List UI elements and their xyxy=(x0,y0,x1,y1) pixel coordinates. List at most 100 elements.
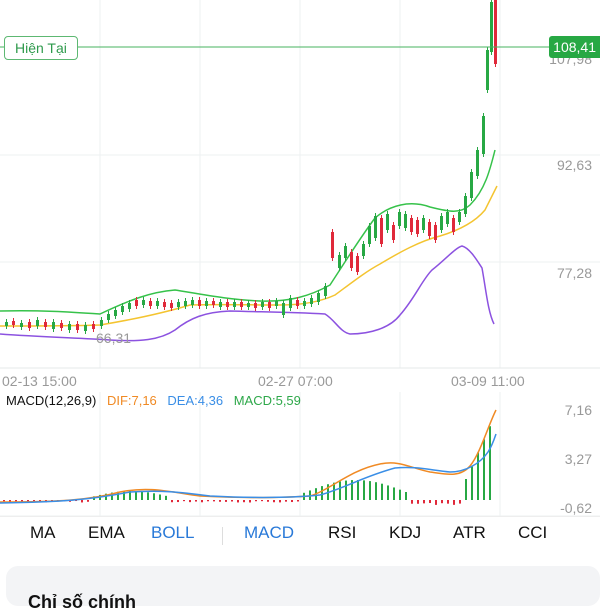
candle-body-70 xyxy=(482,116,485,154)
candle-body-48 xyxy=(350,252,353,268)
candle-body-57 xyxy=(404,214,407,228)
candle-body-9 xyxy=(76,324,79,330)
candle-body-69 xyxy=(476,150,479,176)
candle-body-34 xyxy=(254,303,257,308)
tab-boll[interactable]: BOLL xyxy=(151,523,194,543)
candle-body-66 xyxy=(458,212,461,222)
candle-body-35 xyxy=(261,302,264,307)
candle-body-44 xyxy=(324,286,327,296)
macd-bar-201 xyxy=(201,500,203,502)
candle-body-62 xyxy=(434,225,437,240)
candle-body-6 xyxy=(52,322,55,329)
candle-body-45 xyxy=(331,232,334,258)
macd-bar-285 xyxy=(285,500,287,502)
macd-bar-453 xyxy=(453,500,455,505)
macd-bar-141 xyxy=(141,492,143,500)
candle-body-31 xyxy=(233,302,236,307)
macd-chart-svg: 7,16 3,27 -0,62 xyxy=(0,392,600,516)
macd-bar-237 xyxy=(237,500,239,502)
candle-body-8 xyxy=(68,324,71,330)
candle-body-13 xyxy=(107,314,110,320)
macd-bar-321 xyxy=(321,486,323,500)
macd-bar-261 xyxy=(261,500,263,501)
macd-bar-369 xyxy=(369,481,371,500)
macd-bar-195 xyxy=(195,500,197,502)
tab-cci[interactable]: CCI xyxy=(518,523,547,543)
candle-body-5 xyxy=(44,322,47,327)
candle-body-0 xyxy=(5,322,8,326)
price-tick-2: 92,63 xyxy=(557,157,592,173)
tab-macd[interactable]: MACD xyxy=(244,523,294,543)
macd-bar-3 xyxy=(3,500,5,501)
candle-body-4 xyxy=(36,320,39,326)
macd-bar-483 xyxy=(483,439,485,500)
candle-body-22 xyxy=(170,303,173,308)
candle-body-54 xyxy=(386,214,389,230)
tab-kdj[interactable]: KDJ xyxy=(389,523,421,543)
macd-bar-357 xyxy=(357,480,359,500)
indicator-tab-bar: MA EMA BOLL MACD RSI KDJ ATR CCI xyxy=(0,516,600,551)
candle-body-11 xyxy=(92,324,95,329)
macd-panel[interactable]: 7,16 3,27 -0,62 xyxy=(0,392,600,516)
macd-lines xyxy=(0,410,496,503)
macd-bar-339 xyxy=(339,481,341,500)
candle-body-23 xyxy=(177,302,180,307)
candle-body-53 xyxy=(380,218,383,244)
candle-body-42 xyxy=(310,298,313,304)
macd-bar-147 xyxy=(147,492,149,500)
macd-tick-1: 7,16 xyxy=(565,402,592,418)
macd-bar-183 xyxy=(183,500,185,501)
candle-body-43 xyxy=(317,293,320,302)
macd-bar-87 xyxy=(87,500,89,502)
macd-legend-dif: DIF:7,16 xyxy=(107,393,157,408)
macd-bar-417 xyxy=(417,500,419,504)
candle-body-25 xyxy=(191,300,194,305)
macd-legend-name: MACD(12,26,9) xyxy=(6,393,96,408)
macd-legend-dea: DEA:4,36 xyxy=(167,393,223,408)
candlestick-chart[interactable]: 66,31 107,98 92,63 77,28 02-13 15:00 02-… xyxy=(0,0,600,392)
macd-bar-471 xyxy=(471,466,473,500)
macd-bar-267 xyxy=(267,500,269,502)
tab-ema[interactable]: EMA xyxy=(88,523,125,543)
macd-bar-435 xyxy=(435,500,437,505)
macd-bar-429 xyxy=(429,500,431,503)
macd-bar-459 xyxy=(459,500,461,504)
candle-body-29 xyxy=(219,302,222,307)
candle-body-12 xyxy=(100,320,103,326)
candle-body-26 xyxy=(198,300,201,306)
macd-bar-225 xyxy=(225,500,227,502)
tab-ma[interactable]: MA xyxy=(30,523,56,543)
candle-body-41 xyxy=(303,301,306,306)
candle-body-71 xyxy=(486,50,489,90)
time-tick-3: 03-09 11:00 xyxy=(451,373,525,389)
candle-body-39 xyxy=(289,298,292,308)
time-tick-1: 02-13 15:00 xyxy=(2,373,77,389)
boll-upper-line xyxy=(0,150,495,314)
time-tick-2: 02-27 07:00 xyxy=(258,373,333,389)
macd-bar-243 xyxy=(243,500,245,502)
tab-rsi[interactable]: RSI xyxy=(328,523,356,543)
candle-body-46 xyxy=(338,255,341,268)
candle-body-51 xyxy=(368,226,371,244)
candle-body-63 xyxy=(440,216,443,230)
macd-bar-393 xyxy=(393,487,395,500)
macd-bar-489 xyxy=(489,426,491,500)
key-metrics-card: Chỉ số chính xyxy=(6,566,600,606)
low-price-label: 66,31 xyxy=(96,330,131,346)
candle-body-58 xyxy=(410,218,413,232)
candle-body-37 xyxy=(275,301,278,306)
candle-body-47 xyxy=(344,246,347,258)
macd-bar-273 xyxy=(273,500,275,502)
candle-body-28 xyxy=(212,301,215,305)
macd-bar-171 xyxy=(171,500,173,502)
macd-bar-477 xyxy=(477,453,479,500)
candle-body-18 xyxy=(142,300,145,305)
tab-atr[interactable]: ATR xyxy=(453,523,486,543)
candle-body-15 xyxy=(121,306,124,312)
macd-legend-macd: MACD:5,59 xyxy=(234,393,301,408)
candle-body-19 xyxy=(149,301,152,306)
macd-bar-249 xyxy=(249,500,251,502)
candle-body-56 xyxy=(398,212,401,226)
candle-body-3 xyxy=(28,322,31,328)
candle-body-30 xyxy=(226,302,229,307)
